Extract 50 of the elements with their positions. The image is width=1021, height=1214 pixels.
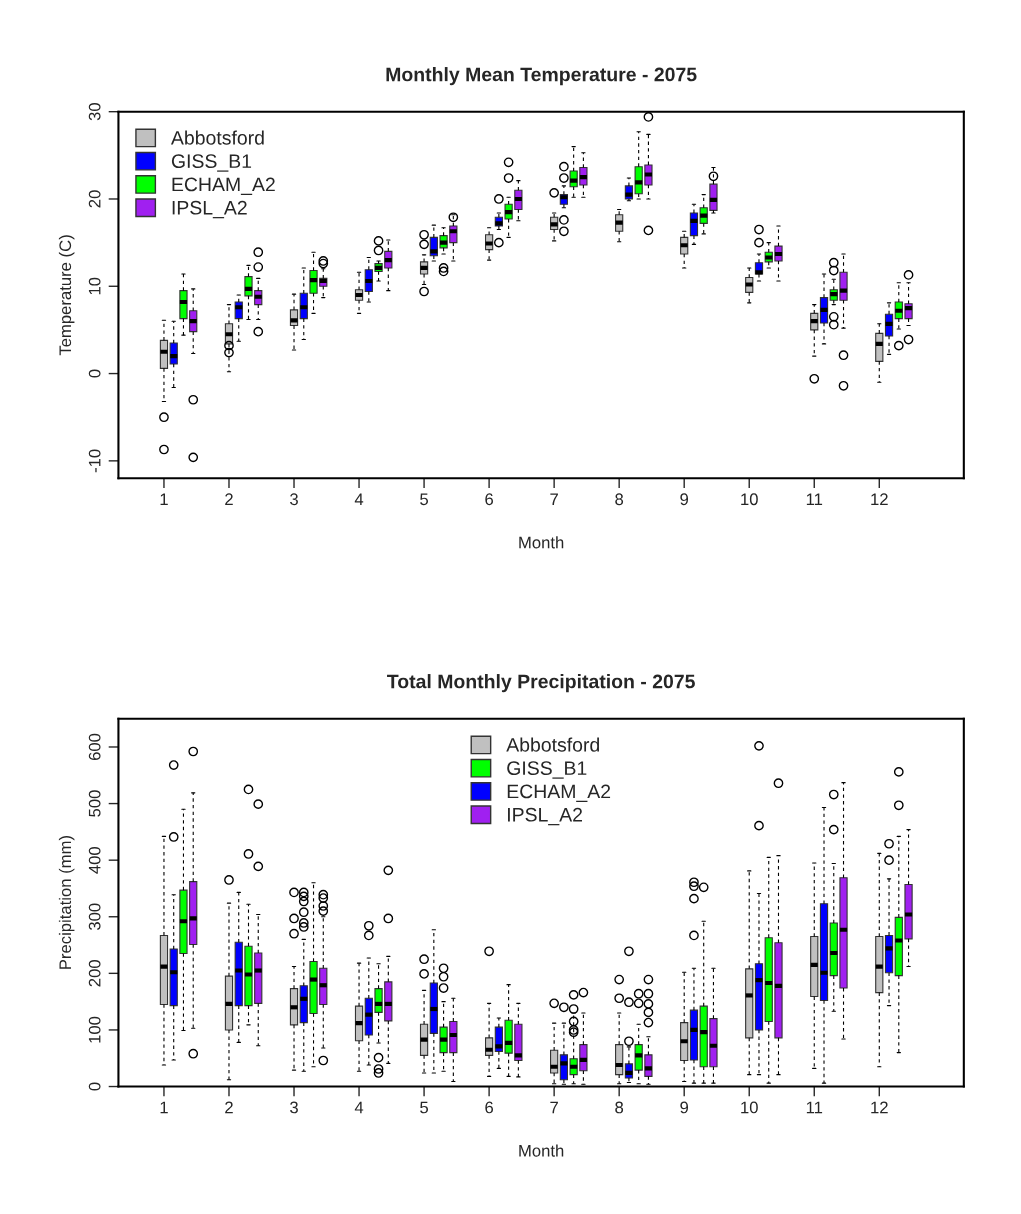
y-tick-label: 30 bbox=[88, 103, 101, 121]
legend-label: ECHAM_A2 bbox=[172, 177, 275, 195]
x-tick-label: 8 bbox=[615, 493, 624, 506]
legend-label: IPSL_A2 bbox=[508, 807, 582, 826]
chart-title: Monthly Mean Temperature - 2075 bbox=[386, 67, 697, 86]
y-tick-label: 400 bbox=[88, 846, 101, 874]
legend-label: Abbotsford bbox=[170, 130, 264, 145]
x-axis-title: Month bbox=[519, 536, 564, 549]
x-tick-label: 3 bbox=[290, 493, 298, 506]
y-tick-label: -10 bbox=[88, 449, 101, 473]
x-tick-label: 5 bbox=[420, 1101, 429, 1114]
x-tick-label: 5 bbox=[420, 493, 429, 506]
y-tick-label: 500 bbox=[88, 790, 101, 817]
x-tick-label: 6 bbox=[485, 493, 494, 506]
y-tick-label: 0 bbox=[88, 369, 101, 378]
y-tick-label: 200 bbox=[88, 960, 101, 987]
x-tick-label: 2 bbox=[225, 493, 233, 505]
x-tick-label: 4 bbox=[354, 493, 364, 505]
x-tick-label: 4 bbox=[354, 1101, 364, 1114]
x-tick-label: 1 bbox=[160, 1101, 168, 1114]
x-tick-label: 11 bbox=[806, 493, 823, 505]
x-tick-label: 10 bbox=[741, 493, 758, 506]
legend-label: ECHAM_A2 bbox=[507, 784, 611, 802]
y-tick-label: 20 bbox=[88, 190, 101, 208]
x-tick-label: 9 bbox=[680, 1101, 689, 1114]
legend-label: Abbotsford bbox=[506, 737, 600, 752]
y-tick-label: 100 bbox=[88, 1016, 101, 1043]
y-axis-title: Precipitation (mm) bbox=[58, 836, 75, 969]
y-tick-label: 10 bbox=[88, 277, 101, 295]
y-axis-title: Temperature (C) bbox=[58, 235, 75, 356]
x-tick-label: 1 bbox=[160, 493, 168, 505]
x-tick-label: 10 bbox=[741, 1101, 758, 1114]
x-tick-label: 11 bbox=[806, 1101, 823, 1114]
x-tick-label: 2 bbox=[225, 1101, 233, 1114]
x-tick-label: 7 bbox=[550, 493, 558, 505]
y-tick-label: 600 bbox=[88, 733, 101, 761]
legend-label: IPSL_A2 bbox=[172, 200, 247, 219]
x-tick-label: 9 bbox=[680, 493, 689, 506]
x-tick-label: 8 bbox=[615, 1101, 624, 1114]
y-tick-label: 0 bbox=[88, 1082, 101, 1091]
legend-label: GISS_B1 bbox=[507, 761, 587, 779]
x-tick-label: 3 bbox=[290, 1101, 298, 1114]
legend-label: GISS_B1 bbox=[171, 154, 252, 172]
chart-title: Total Monthly Precipitation - 2075 bbox=[387, 674, 695, 693]
y-tick-label: 300 bbox=[88, 903, 101, 931]
x-tick-label: 12 bbox=[871, 493, 888, 505]
x-tick-label: 7 bbox=[550, 1101, 558, 1114]
x-tick-label: 6 bbox=[485, 1101, 494, 1114]
x-tick-label: 12 bbox=[871, 1101, 888, 1114]
x-axis-title: Month bbox=[519, 1144, 564, 1157]
